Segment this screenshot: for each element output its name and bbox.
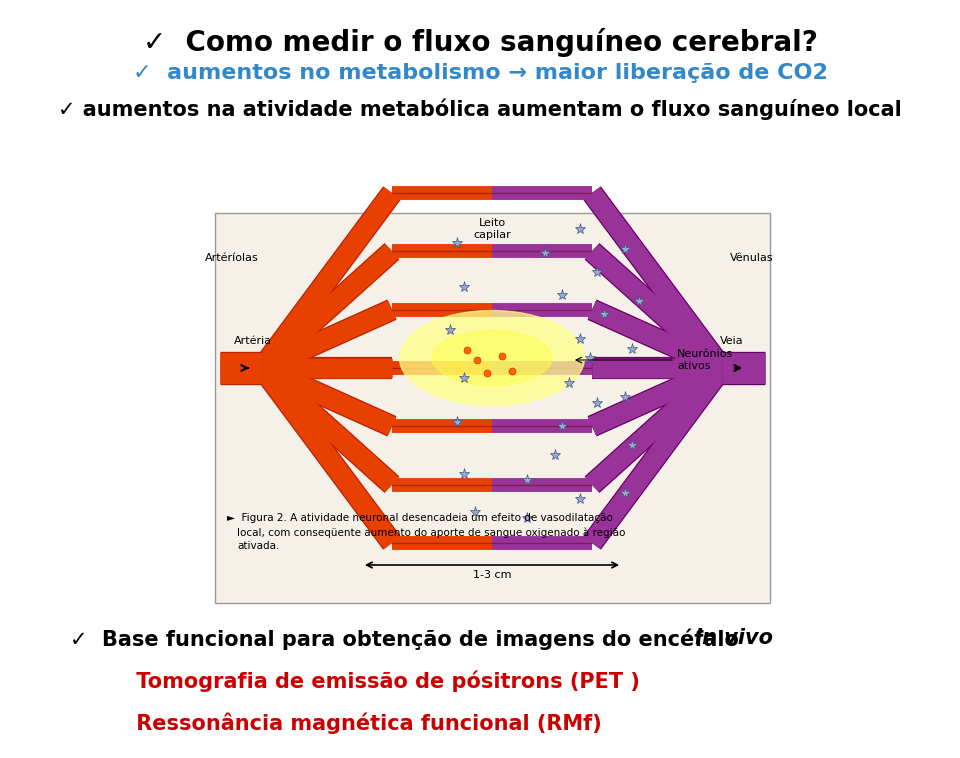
Text: ✓  Base funcional para obtenção de imagens do encéfalo: ✓ Base funcional para obtenção de imagen…	[70, 628, 746, 650]
Text: local, com conseqüente aumento do aporte de sangue oxigenado à região: local, com conseqüente aumento do aporte…	[237, 527, 625, 537]
Text: Artéríolas: Artéríolas	[205, 253, 259, 263]
Text: ativada.: ativada.	[237, 541, 279, 551]
Text: Tomografia de emissão de pósitrons (PET ): Tomografia de emissão de pósitrons (PET …	[100, 670, 640, 691]
Text: Vênulas: Vênulas	[731, 253, 774, 263]
Text: Leito
capilar: Leito capilar	[473, 218, 511, 240]
Text: Artéria: Artéria	[234, 336, 272, 346]
Text: ✓  aumentos no metabolismo → maior liberação de CO2: ✓ aumentos no metabolismo → maior libera…	[132, 63, 828, 83]
FancyBboxPatch shape	[215, 213, 770, 603]
Text: in vivo: in vivo	[695, 628, 773, 648]
Ellipse shape	[432, 330, 552, 386]
Text: ✓ aumentos na atividade metabólica aumentam o fluxo sanguíneo local: ✓ aumentos na atividade metabólica aumen…	[59, 98, 901, 120]
Ellipse shape	[399, 311, 585, 406]
Text: Veia: Veia	[720, 336, 744, 346]
Text: 1-3 cm: 1-3 cm	[472, 570, 512, 580]
Text: Ressonância magnética funcional (RMf): Ressonância magnética funcional (RMf)	[100, 712, 602, 734]
Text: ✓  Como medir o fluxo sanguíneo cerebral?: ✓ Como medir o fluxo sanguíneo cerebral?	[143, 28, 817, 57]
Text: Neurônios
ativos: Neurônios ativos	[677, 349, 733, 371]
Text: ►  Figura 2. A atividade neuronal desencadeia um efeito de vasodilatação: ► Figura 2. A atividade neuronal desenca…	[227, 513, 612, 523]
